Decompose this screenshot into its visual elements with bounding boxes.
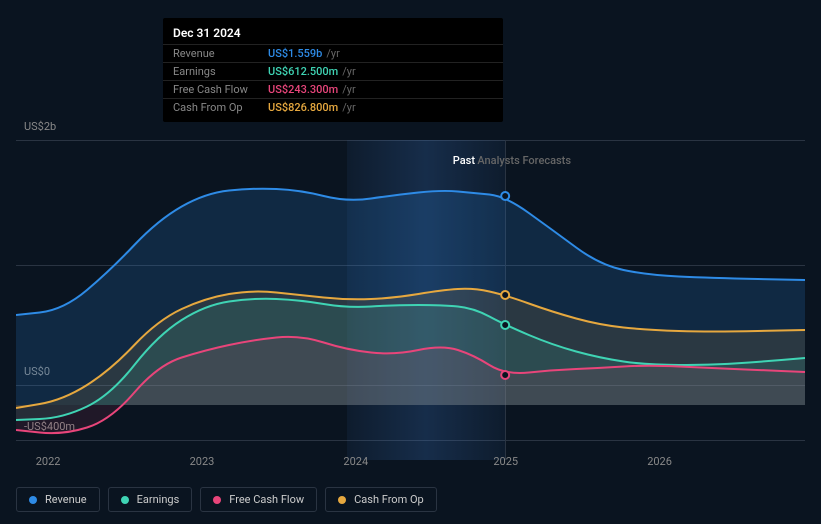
tooltip-row-unit: /yr (326, 47, 339, 60)
tooltip-row: Cash From Op US$826.800m /yr (163, 98, 503, 116)
legend-label: Free Cash Flow (229, 493, 304, 506)
series-marker (501, 291, 509, 299)
tooltip-date: Dec 31 2024 (163, 24, 503, 44)
legend-item[interactable]: Earnings (108, 487, 193, 512)
chart-tooltip: Dec 31 2024 Revenue US$1.559b /yrEarning… (163, 18, 503, 122)
legend-label: Earnings (137, 493, 180, 506)
tooltip-row-value: US$826.800m (268, 101, 338, 114)
tooltip-row-label: Cash From Op (173, 101, 268, 114)
tooltip-row-label: Earnings (173, 65, 268, 78)
legend-item[interactable]: Free Cash Flow (200, 487, 317, 512)
tooltip-row-value: US$612.500m (268, 65, 338, 78)
series-marker (501, 192, 509, 200)
legend: Revenue Earnings Free Cash Flow Cash Fro… (16, 487, 437, 512)
tooltip-row: Free Cash Flow US$243.300m /yr (163, 80, 503, 98)
tooltip-row-label: Free Cash Flow (173, 83, 268, 96)
x-axis-label: 2025 (493, 455, 518, 468)
legend-label: Revenue (45, 493, 87, 506)
legend-dot-icon (121, 496, 129, 504)
y-axis-label: US$2b (24, 120, 56, 133)
legend-dot-icon (29, 496, 37, 504)
legend-dot-icon (338, 496, 346, 504)
chart-svg (16, 140, 805, 460)
series-marker (501, 371, 509, 379)
tooltip-row-value: US$243.300m (268, 83, 338, 96)
legend-label: Cash From Op (354, 493, 424, 506)
x-axis-label: 2022 (36, 455, 61, 468)
tooltip-row-unit: /yr (342, 65, 355, 78)
tooltip-row-unit: /yr (342, 83, 355, 96)
tooltip-row: Revenue US$1.559b /yr (163, 44, 503, 62)
tooltip-row-unit: /yr (342, 101, 355, 114)
tooltip-row-label: Revenue (173, 47, 268, 60)
x-axis-label: 2024 (343, 455, 368, 468)
chart-area: US$2bUS$0-US$400m Past Analysts Forecast… (16, 120, 805, 450)
tooltip-row-value: US$1.559b (268, 47, 322, 60)
series-marker (501, 321, 509, 329)
x-axis-label: 2026 (647, 455, 672, 468)
legend-item[interactable]: Revenue (16, 487, 100, 512)
x-axis-label: 2023 (190, 455, 215, 468)
legend-dot-icon (213, 496, 221, 504)
legend-item[interactable]: Cash From Op (325, 487, 437, 512)
tooltip-row: Earnings US$612.500m /yr (163, 62, 503, 80)
